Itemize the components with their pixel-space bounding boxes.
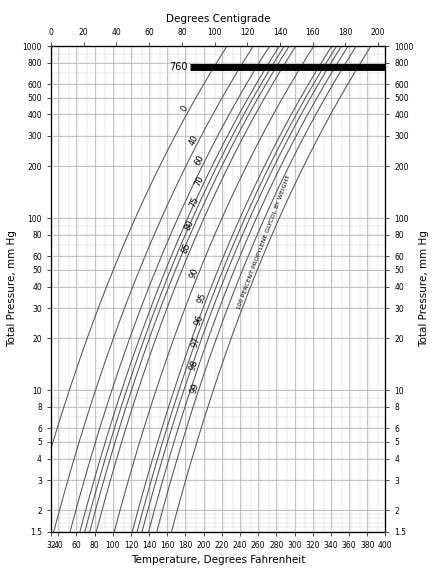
- Text: 70: 70: [194, 174, 206, 188]
- X-axis label: Temperature, Degrees Fahrenheit: Temperature, Degrees Fahrenheit: [131, 555, 305, 565]
- Text: 60: 60: [194, 154, 206, 167]
- Text: 99: 99: [188, 382, 200, 395]
- Text: 40: 40: [187, 134, 200, 147]
- Text: 100 PERCENT PROPYLENE GLYCOL BY WEIGHT: 100 PERCENT PROPYLENE GLYCOL BY WEIGHT: [237, 175, 292, 310]
- Y-axis label: Total Pressure, mm Hg: Total Pressure, mm Hg: [7, 231, 17, 347]
- Text: 85: 85: [180, 242, 192, 255]
- Y-axis label: Total Pressure, mm Hg: Total Pressure, mm Hg: [420, 231, 429, 347]
- Text: 90: 90: [188, 266, 200, 279]
- Text: 98: 98: [188, 358, 200, 371]
- Text: 97: 97: [190, 335, 202, 348]
- Text: 95: 95: [196, 292, 208, 305]
- Text: 0: 0: [179, 104, 190, 113]
- Text: 96: 96: [193, 313, 205, 326]
- X-axis label: Degrees Centigrade: Degrees Centigrade: [166, 14, 270, 24]
- Text: 760: 760: [170, 62, 188, 71]
- Text: 75: 75: [188, 196, 201, 209]
- Text: 80: 80: [183, 218, 196, 232]
